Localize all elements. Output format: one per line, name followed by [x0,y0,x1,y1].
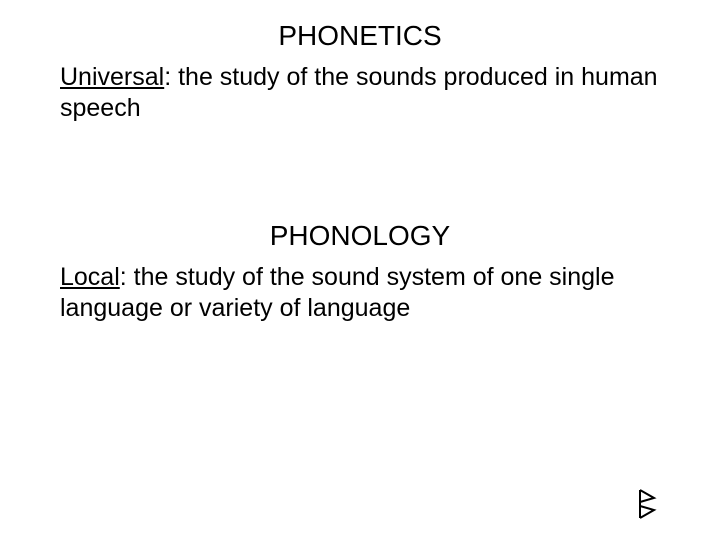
section2-label: Local [60,263,120,291]
slide-content: PHONETICS Universal: the study of the so… [0,0,720,344]
section-gap [60,125,660,220]
section1-label: Universal [60,63,164,91]
section2-heading: PHONOLOGY [60,220,660,252]
section2-definition: : the study of the sound system of one s… [60,263,615,322]
section1-heading: PHONETICS [60,20,660,52]
section1-body: Universal: the study of the sounds produ… [60,62,660,125]
navigation-icon[interactable] [636,488,660,520]
section2-body: Local: the study of the sound system of … [60,262,660,325]
